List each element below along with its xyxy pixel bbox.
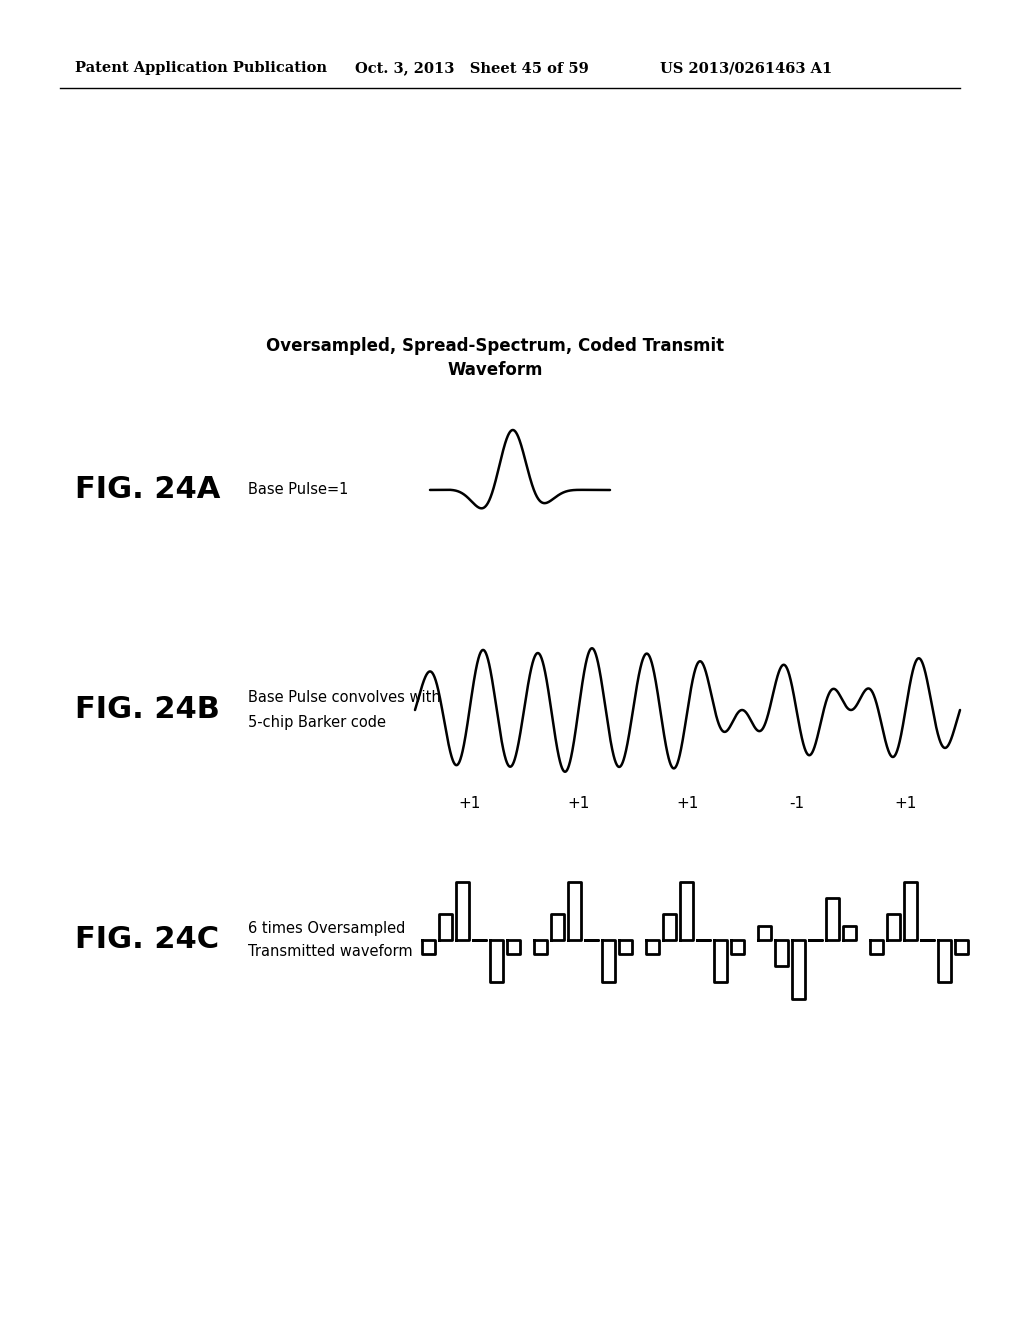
Text: US 2013/0261463 A1: US 2013/0261463 A1 bbox=[660, 61, 833, 75]
Text: Oct. 3, 2013   Sheet 45 of 59: Oct. 3, 2013 Sheet 45 of 59 bbox=[355, 61, 589, 75]
Text: +1: +1 bbox=[894, 796, 916, 810]
Text: Base Pulse=1: Base Pulse=1 bbox=[248, 483, 348, 498]
Text: +1: +1 bbox=[676, 796, 698, 810]
Text: +1: +1 bbox=[459, 796, 480, 810]
Text: 6 times Oversampled: 6 times Oversampled bbox=[248, 920, 406, 936]
Text: Oversampled, Spread-Spectrum, Coded Transmit: Oversampled, Spread-Spectrum, Coded Tran… bbox=[266, 337, 724, 355]
Text: Waveform: Waveform bbox=[447, 360, 543, 379]
Text: Transmitted waveform: Transmitted waveform bbox=[248, 945, 413, 960]
Text: Patent Application Publication: Patent Application Publication bbox=[75, 61, 327, 75]
Text: FIG. 24B: FIG. 24B bbox=[75, 696, 220, 725]
Text: +1: +1 bbox=[567, 796, 590, 810]
Text: FIG. 24A: FIG. 24A bbox=[75, 475, 220, 504]
Text: -1: -1 bbox=[788, 796, 804, 810]
Text: FIG. 24C: FIG. 24C bbox=[75, 925, 219, 954]
Text: 5-chip Barker code: 5-chip Barker code bbox=[248, 714, 386, 730]
Text: Base Pulse convolves with: Base Pulse convolves with bbox=[248, 690, 440, 705]
